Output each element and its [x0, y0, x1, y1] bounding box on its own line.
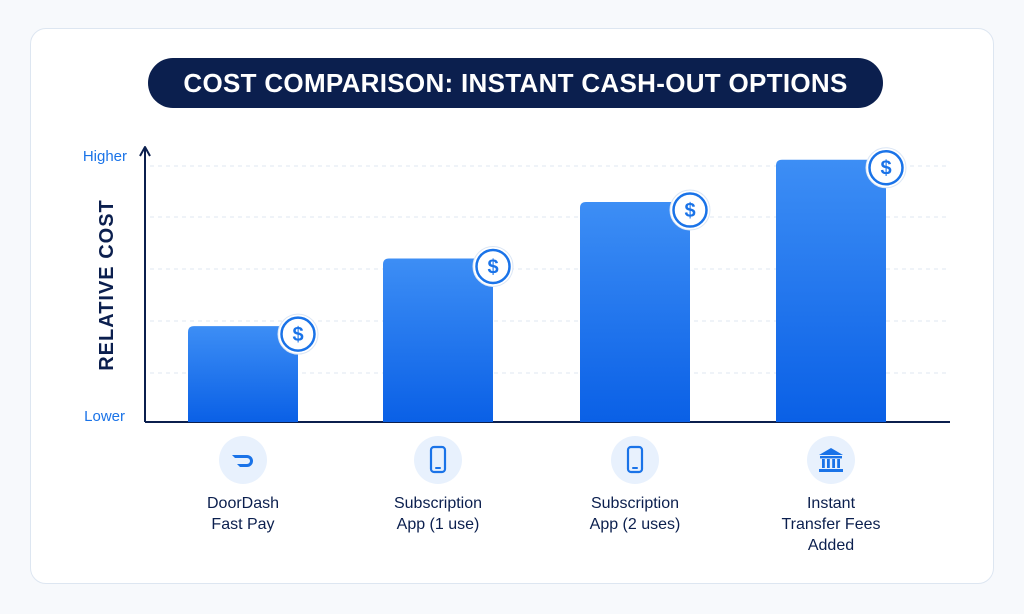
y-axis-bottom-label: Lower — [84, 408, 125, 425]
smartphone-icon — [414, 436, 462, 484]
svg-text:$: $ — [684, 200, 695, 222]
x-axis-category-label: DoorDash Fast Pay — [206, 495, 280, 533]
dollar-icon: $ — [865, 147, 907, 189]
y-axis-label: RELATIVE COST — [96, 199, 118, 371]
bars — [188, 159, 886, 423]
svg-text:$: $ — [292, 324, 303, 346]
smartphone-icon — [611, 436, 659, 484]
dollar-icon: $ — [277, 313, 319, 355]
svg-text:$: $ — [487, 256, 498, 278]
dollar-icon: $ — [669, 189, 711, 231]
bar-badges: $ $ $ $ — [277, 147, 907, 355]
bar — [776, 159, 886, 423]
x-axis-category-label: Subscription App (1 use) — [393, 495, 483, 533]
bar — [188, 326, 298, 422]
bank-icon — [807, 436, 855, 484]
x-axis-category-label: Subscription App (2 uses) — [589, 495, 681, 533]
bar — [580, 202, 690, 422]
svg-text:$: $ — [880, 158, 891, 180]
dollar-icon: $ — [472, 245, 514, 287]
y-axis-arrow-icon — [139, 146, 151, 157]
x-axis-category-label: Instant Transfer Fees Added — [781, 495, 881, 554]
bar — [383, 258, 493, 422]
chart-title: COST COMPARISON: INSTANT CASH-OUT OPTION… — [183, 67, 848, 98]
doordash-logo-icon — [219, 436, 267, 484]
chart-title-banner: COST COMPARISON: INSTANT CASH-OUT OPTION… — [148, 58, 883, 108]
y-axis-top-label: Higher — [83, 148, 127, 165]
